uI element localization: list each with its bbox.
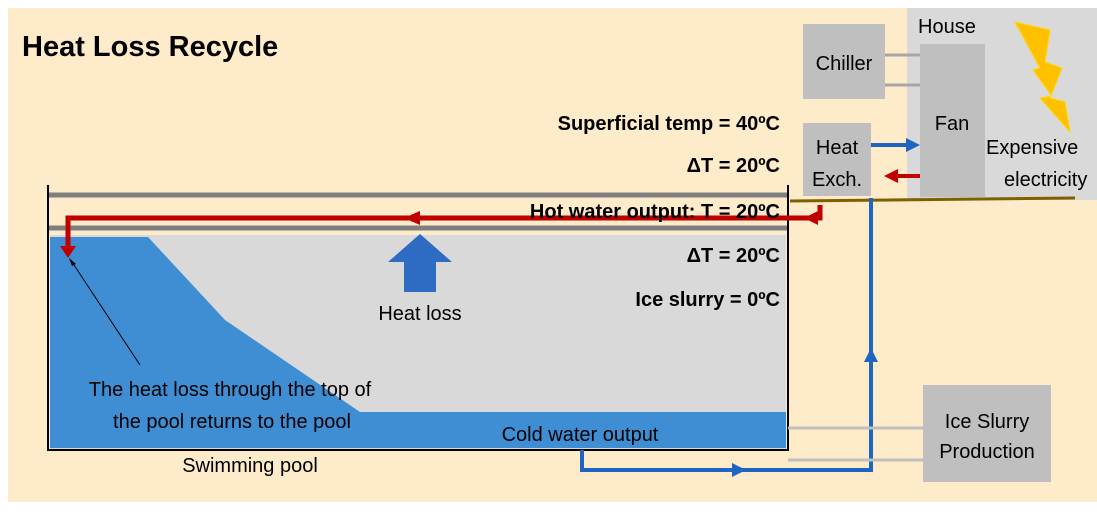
arrow-head [69, 258, 76, 266]
note: The heat loss through the top of [89, 379, 372, 401]
electricity-label: Expensive [986, 137, 1078, 159]
fan-box [920, 44, 985, 197]
cold-water-label: Cold water output [502, 424, 659, 446]
ground-line [789, 196, 1076, 203]
pool-wall [47, 185, 789, 451]
hot-water-pipe [65, 205, 823, 248]
lightning-icon [1014, 21, 1071, 134]
note: the pool returns to the pool [113, 411, 351, 433]
condition: ΔT = 20ºC [687, 155, 780, 177]
ice-slurry-label: Ice Slurry [945, 411, 1029, 433]
chiller-label: Chiller [816, 53, 873, 75]
arrow-head [884, 169, 898, 183]
condition: Hot water output: T = 20ºC [530, 201, 780, 223]
chiller-box [803, 24, 885, 99]
house-label: House [918, 16, 976, 38]
arrow-head [804, 211, 818, 225]
arrow-head [906, 138, 920, 152]
electricity-label: electricity [1004, 169, 1087, 191]
pool-water [50, 237, 786, 448]
ice-slurry-box [923, 385, 1051, 482]
heat-loss-arrow [388, 234, 452, 292]
pool-label: Swimming pool [182, 455, 318, 477]
condition: Superficial temp = 40ºC [558, 113, 780, 135]
heat-exchanger-label: Heat [816, 137, 859, 159]
arrow-head [732, 463, 746, 477]
arrow-head [404, 211, 420, 225]
title: Heat Loss Recycle [22, 31, 278, 63]
heat-loss-label: Heat loss [378, 303, 461, 325]
ice-slurry-label: Production [939, 441, 1035, 463]
arrow-head [864, 348, 878, 362]
arrow-head [60, 246, 76, 258]
condition: ΔT = 20ºC [687, 245, 780, 267]
condition: Ice slurry = 0ºC [635, 289, 780, 311]
fan-label: Fan [935, 113, 969, 135]
cold-water-pipe [580, 198, 873, 472]
heat-exchanger-label: Exch. [812, 169, 862, 191]
note-pointer [71, 261, 141, 366]
heat-exchanger-box [803, 123, 871, 196]
